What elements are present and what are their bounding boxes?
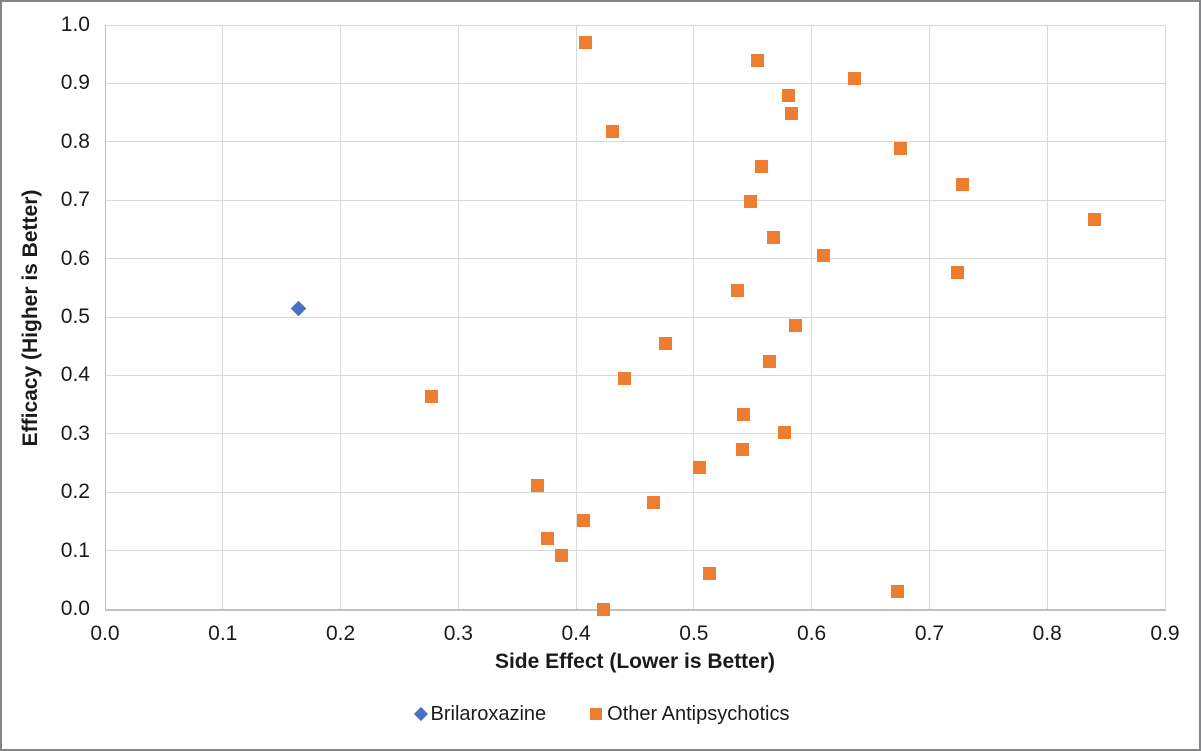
horizontal-gridline [105, 491, 1165, 493]
data-point-other-antipsychotics [893, 142, 907, 156]
horizontal-gridline [105, 258, 1165, 260]
data-point-brilaroxazine [290, 300, 306, 316]
data-point-other-antipsychotics [647, 496, 661, 510]
data-point-other-antipsychotics [785, 106, 799, 120]
data-point-other-antipsychotics [424, 390, 438, 404]
y-tick-label: 1.0 [60, 13, 90, 36]
y-tick-label: 0.8 [60, 129, 90, 153]
data-point-other-antipsychotics [1087, 213, 1101, 227]
data-point-other-antipsychotics [530, 478, 544, 492]
data-point-other-antipsychotics [541, 531, 555, 545]
horizontal-gridline [105, 141, 1165, 143]
data-point-other-antipsychotics [596, 602, 610, 616]
data-point-other-antipsychotics [955, 177, 969, 191]
legend-label-brilaroxazine: Brilaroxazine [430, 702, 547, 725]
legend-label-other-antipsychotics: Other Antipsychotics [607, 702, 790, 725]
data-point-other-antipsychotics [781, 89, 795, 103]
horizontal-gridline [105, 316, 1165, 318]
x-tick-label: 0.0 [90, 622, 120, 645]
data-point-other-antipsychotics [788, 319, 802, 333]
data-point-other-antipsychotics [606, 124, 620, 138]
x-axis-title: Side Effect (Lower is Better) [494, 650, 776, 673]
y-tick-label: 0.6 [60, 246, 90, 270]
data-point-other-antipsychotics [579, 36, 593, 50]
x-tick-label: 0.4 [561, 622, 591, 645]
y-tick-label: 0.9 [60, 71, 90, 95]
data-point-other-antipsychotics [735, 443, 749, 457]
x-tick-label: 0.9 [1150, 622, 1180, 645]
x-tick-label: 0.3 [443, 622, 473, 645]
data-point-other-antipsychotics [576, 514, 590, 528]
data-point-other-antipsychotics [816, 248, 830, 262]
legend-item-brilaroxazine: Brilaroxazine [413, 702, 547, 726]
vertical-gridline [1164, 25, 1166, 609]
y-tick-label: 0.1 [60, 538, 90, 562]
data-point-other-antipsychotics [891, 584, 905, 598]
x-tick-label: 0.7 [914, 622, 945, 645]
horizontal-gridline [105, 82, 1165, 84]
data-point-other-antipsychotics [847, 71, 861, 85]
data-point-other-antipsychotics [767, 230, 781, 244]
data-point-other-antipsychotics [659, 337, 673, 351]
horizontal-gridline [105, 24, 1165, 26]
data-point-other-antipsychotics [743, 195, 757, 209]
data-point-other-antipsychotics [754, 160, 768, 174]
horizontal-gridline [105, 374, 1165, 376]
legend: Brilaroxazine Other Antipsychotics [2, 700, 1201, 728]
square-marker-icon [590, 708, 603, 720]
data-point-other-antipsychotics [778, 425, 792, 439]
x-tick-label: 0.2 [325, 622, 356, 645]
x-tick-label: 0.6 [797, 622, 827, 645]
legend-item-other-antipsychotics: Other Antipsychotics [590, 703, 789, 726]
x-tick-label: 0.1 [208, 622, 238, 645]
x-tick-label: 0.8 [1032, 622, 1062, 645]
data-point-other-antipsychotics [730, 283, 744, 297]
horizontal-gridline [105, 433, 1165, 435]
y-axis-line [105, 25, 106, 609]
data-point-other-antipsychotics [951, 266, 965, 280]
data-point-other-antipsychotics [750, 53, 764, 67]
x-tick-label: 0.5 [679, 622, 709, 645]
data-point-other-antipsychotics [702, 567, 716, 581]
x-axis-line [105, 609, 1166, 611]
data-point-other-antipsychotics [617, 372, 631, 386]
y-tick-label: 0.0 [60, 597, 90, 620]
y-tick-label: 0.3 [60, 421, 90, 445]
horizontal-gridline [105, 550, 1165, 552]
data-point-other-antipsychotics [555, 549, 569, 563]
data-point-other-antipsychotics [762, 354, 776, 368]
y-tick-label: 0.4 [60, 363, 90, 387]
data-point-other-antipsychotics [693, 460, 707, 474]
y-tick-label: 0.5 [60, 305, 90, 328]
y-tick-label: 0.7 [60, 188, 90, 212]
horizontal-gridline [105, 199, 1165, 201]
y-tick-label: 0.2 [60, 480, 90, 504]
data-point-other-antipsychotics [736, 407, 750, 421]
diamond-marker-icon [413, 706, 428, 722]
